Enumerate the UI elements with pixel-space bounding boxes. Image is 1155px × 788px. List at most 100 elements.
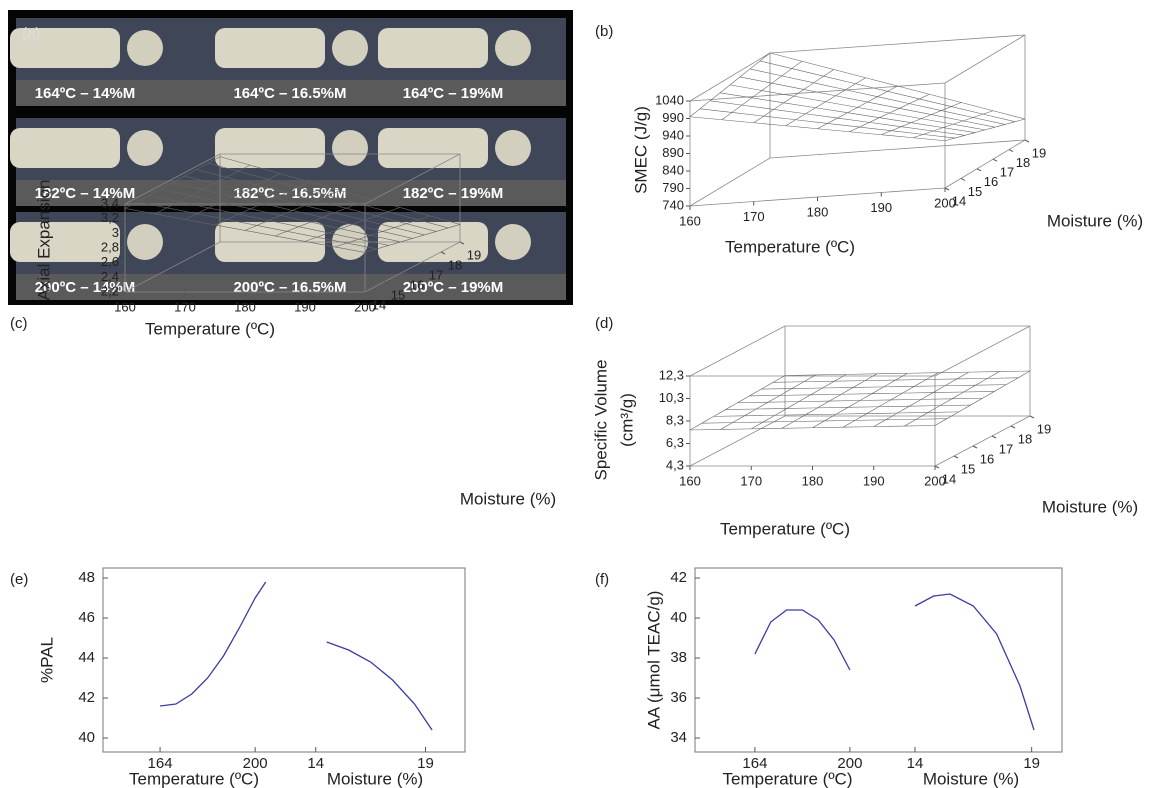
photo-caption: 200ºC – 19%M [403, 279, 504, 296]
x-axis-label: Temperature (ºC) [723, 769, 853, 788]
panel-label: (a) [22, 25, 40, 42]
panel-label: (d) [595, 315, 613, 332]
x-axis-label: Temperature (ºC) [725, 237, 855, 256]
surface-mesh [944, 118, 1026, 142]
y-tick-label: 44 [78, 649, 95, 666]
extrudate [215, 128, 325, 168]
box-edge [124, 153, 221, 205]
y-tick-label: 40 [670, 609, 687, 626]
y-tick [1010, 425, 1016, 429]
surface-mesh [761, 384, 1007, 390]
photo-caption: 200ºC – 16.5%M [233, 279, 346, 296]
box-edge [944, 139, 1026, 189]
y-tick-label: 19 [467, 247, 481, 262]
y-tick-label: 17 [999, 441, 1013, 456]
surface-mesh [913, 110, 994, 139]
y-tick-label: 16 [410, 277, 424, 292]
photo-caption: 200ºC – 14%M [35, 279, 136, 296]
x-tick-label: 200 [837, 755, 862, 772]
y-tick-label: 18 [1018, 431, 1032, 446]
surface-mesh [184, 175, 425, 236]
x-tick-label: 170 [743, 209, 765, 224]
extrudate-section [495, 130, 531, 166]
surface-mesh [274, 198, 371, 237]
x-tick-label: 160 [114, 299, 136, 314]
z-tick-label: 3,4 [101, 195, 119, 210]
box-edge [944, 34, 1026, 84]
z-tick-label: 10,3 [659, 390, 684, 405]
caption-bar [16, 180, 566, 206]
y-tick [976, 168, 982, 172]
surface-mesh [873, 371, 969, 427]
z-tick-label: 740 [662, 197, 684, 212]
y-tick [944, 187, 950, 191]
surface-mesh [773, 377, 1019, 383]
extrudate-section [495, 30, 531, 66]
panel-label: (c) [10, 315, 28, 332]
z-tick-label: 3 [112, 225, 119, 240]
extrudate [10, 222, 120, 262]
y-tick-label: 34 [670, 729, 687, 746]
x-tick-label: 190 [294, 299, 316, 314]
photo-caption: 164ºC – 16.5%M [233, 85, 346, 102]
z-axis-label: SMEC (J/g) [631, 106, 650, 194]
panel-label: (e) [10, 571, 28, 588]
photo-caption: 182ºC – 14%M [35, 185, 136, 202]
z-tick-label: 940 [662, 127, 684, 142]
x-tick-label: 200 [934, 195, 956, 210]
extrudate-section [127, 30, 163, 66]
box-edge [689, 415, 786, 467]
extrudate-section [127, 130, 163, 166]
y-tick [402, 271, 408, 275]
y-tick [1029, 415, 1035, 419]
box-edge [689, 325, 786, 377]
y-tick-label: 19 [1037, 421, 1051, 436]
x-tick-label: 180 [802, 473, 824, 488]
y-tick [364, 291, 370, 295]
surface-mesh [364, 224, 461, 253]
x-tick-label: 164 [148, 755, 173, 772]
surface-mesh [208, 162, 449, 229]
z-tick-label: 1040 [655, 92, 684, 107]
extrudate [10, 28, 120, 68]
z-tick-label: 2,2 [101, 283, 119, 298]
y-tick [440, 251, 446, 255]
z-tick-label: 990 [662, 110, 684, 125]
y-tick-label: 48 [78, 569, 95, 586]
surface-mesh [759, 60, 1016, 123]
y-tick-label: 14 [952, 193, 966, 208]
x-tick-label: 180 [234, 299, 256, 314]
x-tick-label: 190 [863, 473, 885, 488]
y-tick [1024, 139, 1030, 143]
extrudate [10, 128, 120, 168]
extrudate-section [127, 224, 163, 260]
surface-mesh [196, 169, 437, 232]
x-tick-label: 160 [679, 213, 701, 228]
z-tick-label: 3,2 [101, 210, 119, 225]
extrudate-section [495, 224, 531, 260]
y-tick [1008, 149, 1014, 153]
box-edge [124, 241, 221, 293]
surface-mesh [739, 76, 996, 128]
z-tick-label: 2,8 [101, 239, 119, 254]
y-tick-label: 15 [968, 184, 982, 199]
x-tick-label: 190 [870, 200, 892, 215]
surface-mesh [881, 102, 962, 136]
y-tick-label: 40 [78, 729, 95, 746]
x-tick-label: 160 [679, 473, 701, 488]
z-tick-label: 12,3 [659, 367, 684, 382]
x-tick-label: 19 [417, 755, 434, 772]
y-tick [960, 177, 966, 181]
caption-bar [16, 274, 566, 300]
extrudate-section [332, 30, 368, 66]
extrudate [215, 28, 325, 68]
extrudate [378, 28, 488, 68]
y-tick-label: 14 [942, 471, 956, 486]
y-tick [992, 158, 998, 162]
surface-mesh [842, 372, 939, 428]
surface-mesh [749, 391, 995, 397]
x-axis-label: Moisture (%) [923, 769, 1019, 788]
x-tick-label: 200 [243, 755, 268, 772]
z-axis-label: (cm³/g) [617, 393, 636, 447]
surface-mesh [784, 370, 1031, 376]
